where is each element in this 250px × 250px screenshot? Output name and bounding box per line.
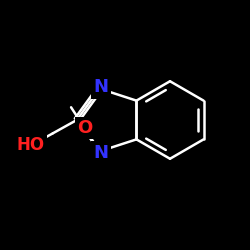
Text: N: N [93, 144, 108, 162]
Text: HO: HO [17, 136, 45, 154]
Text: N: N [93, 78, 108, 96]
Text: O: O [77, 119, 92, 137]
